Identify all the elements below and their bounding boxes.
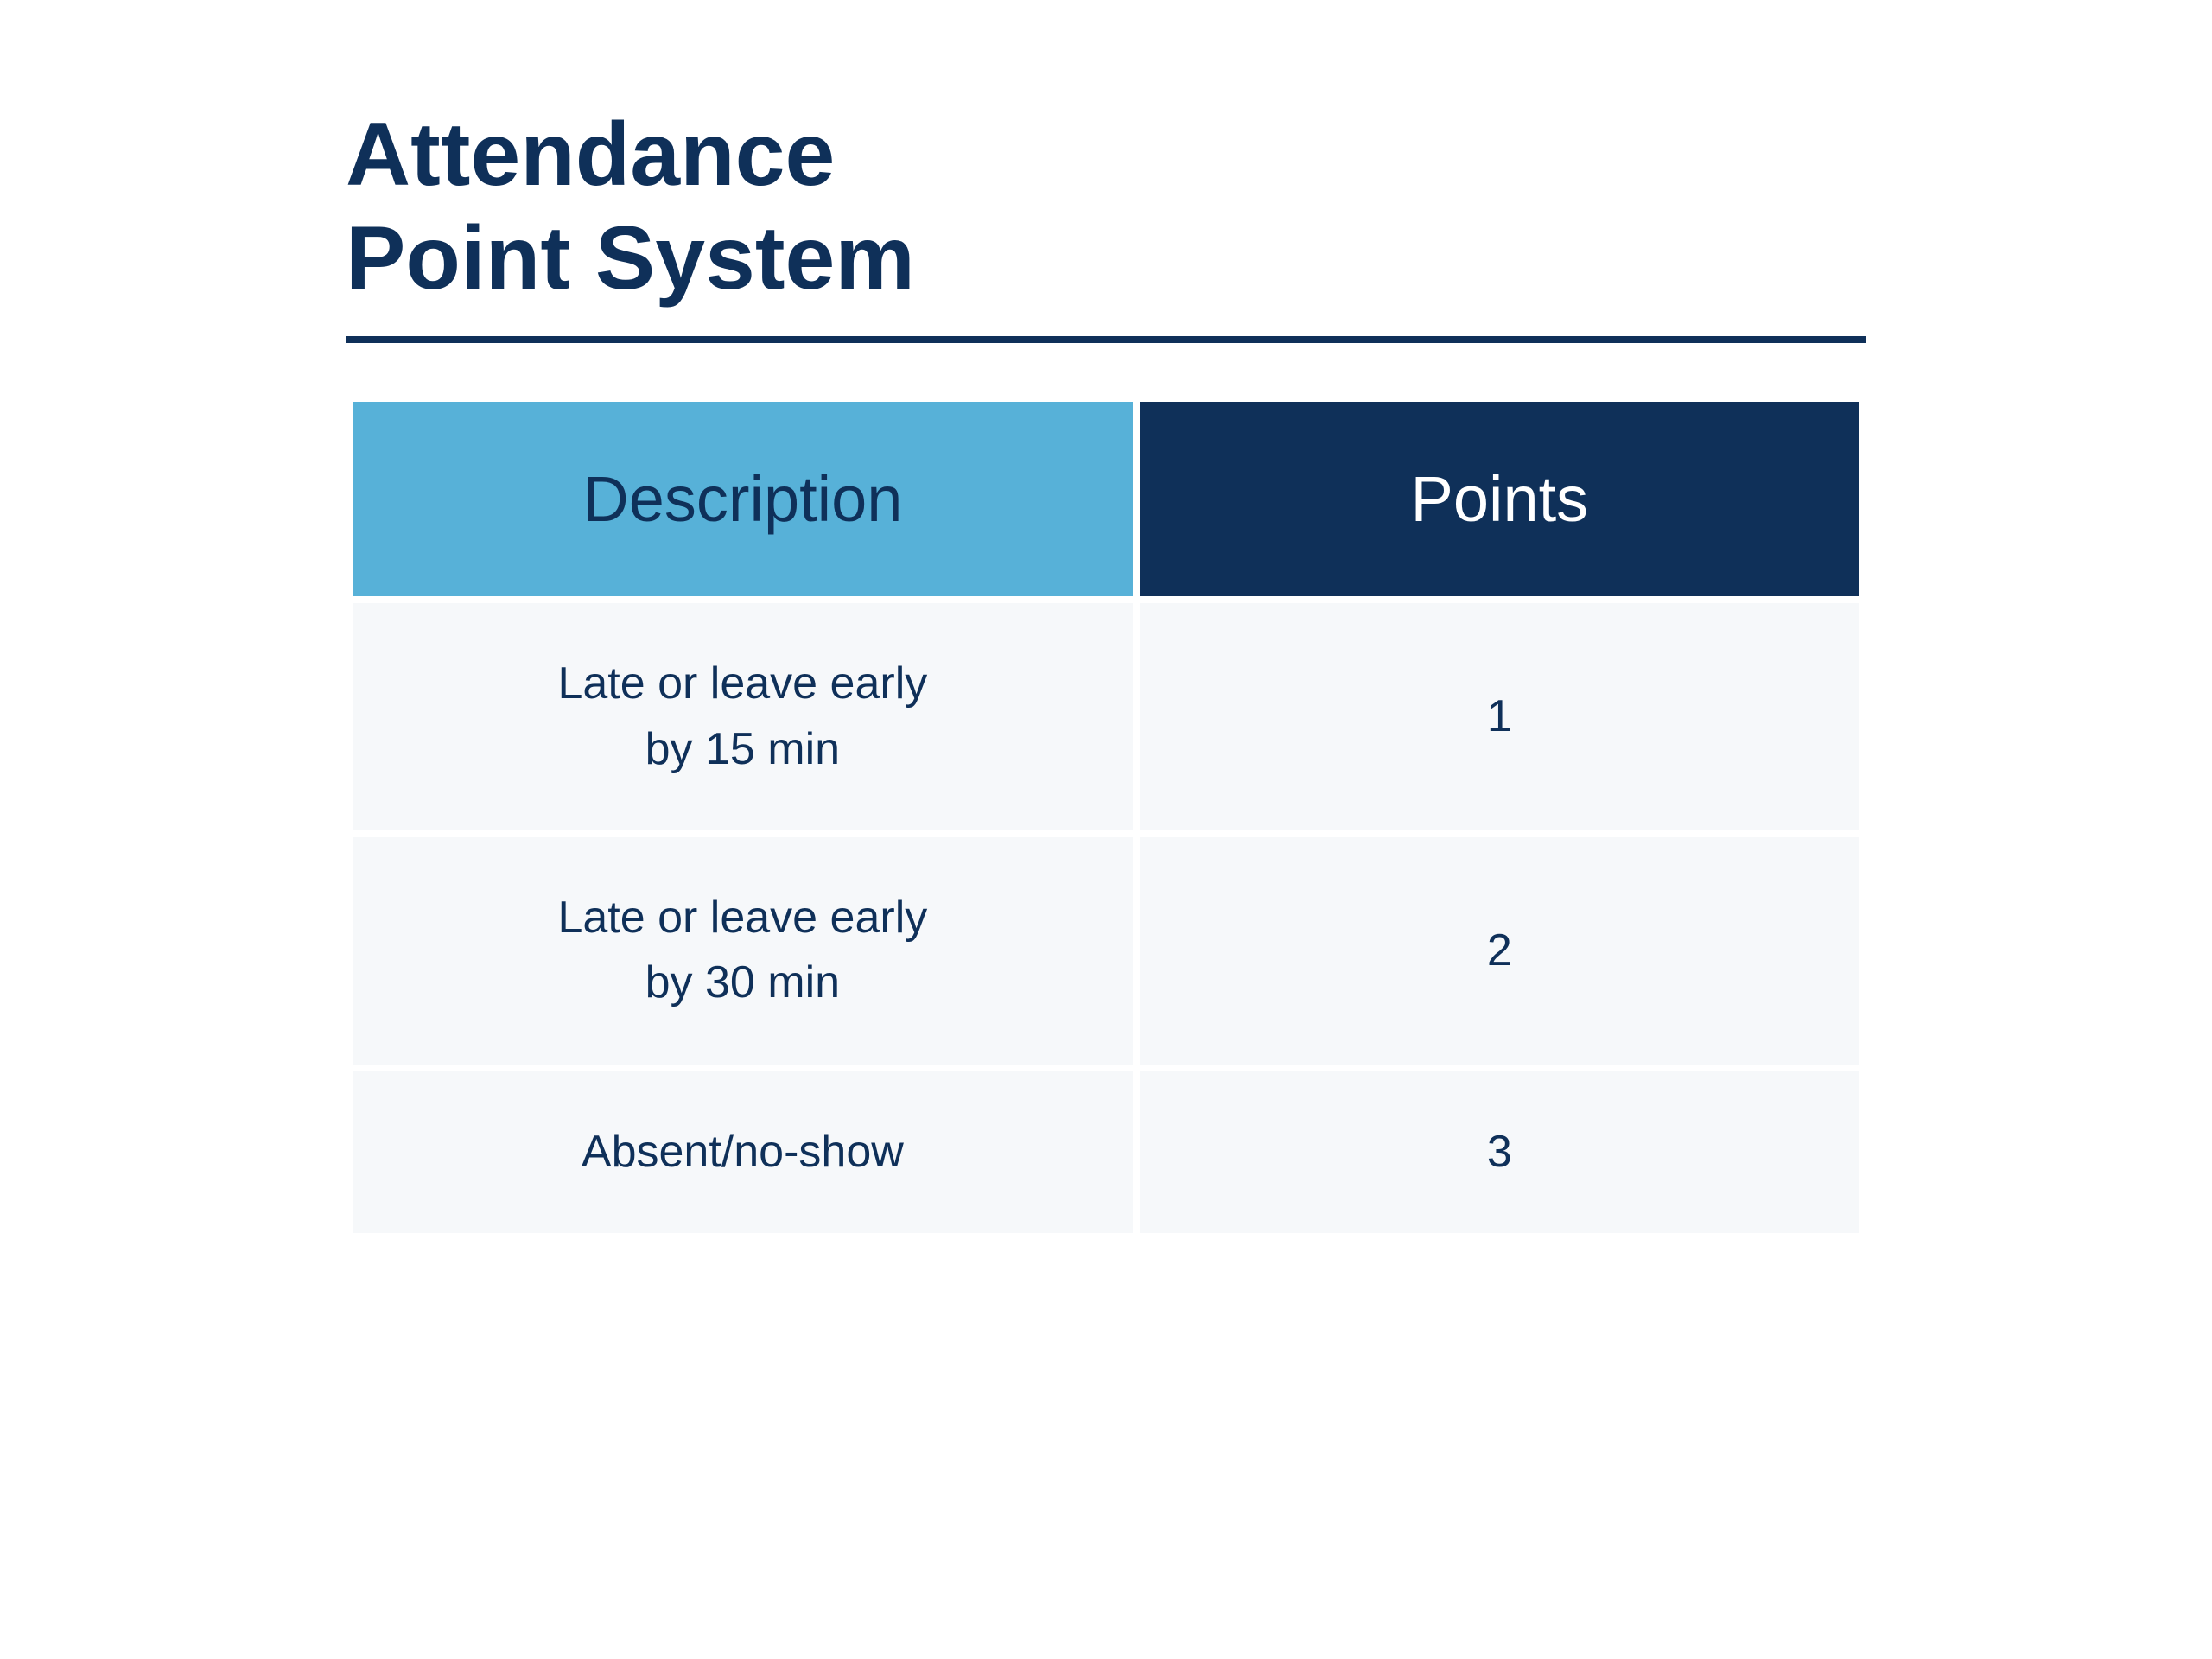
title-line-2: Point System — [346, 208, 915, 308]
attendance-table: Description Points Late or leave earlyby… — [346, 395, 1866, 1240]
cell-description: Late or leave earlyby 15 min — [353, 603, 1133, 830]
cell-description: Late or leave earlyby 30 min — [353, 837, 1133, 1065]
col-header-description: Description — [353, 402, 1133, 596]
table-row: Late or leave earlyby 15 min 1 — [353, 603, 1859, 830]
table-row: Absent/no-show 3 — [353, 1071, 1859, 1233]
cell-description: Absent/no-show — [353, 1071, 1133, 1233]
cell-points: 2 — [1140, 837, 1859, 1065]
cell-points: 1 — [1140, 603, 1859, 830]
title-line-1: Attendance — [346, 105, 835, 205]
table-header-row: Description Points — [353, 402, 1859, 596]
table-row: Late or leave earlyby 30 min 2 — [353, 837, 1859, 1065]
col-header-points: Points — [1140, 402, 1859, 596]
cell-points: 3 — [1140, 1071, 1859, 1233]
title-rule — [346, 336, 1866, 343]
page-title: Attendance Point System — [346, 104, 1866, 310]
